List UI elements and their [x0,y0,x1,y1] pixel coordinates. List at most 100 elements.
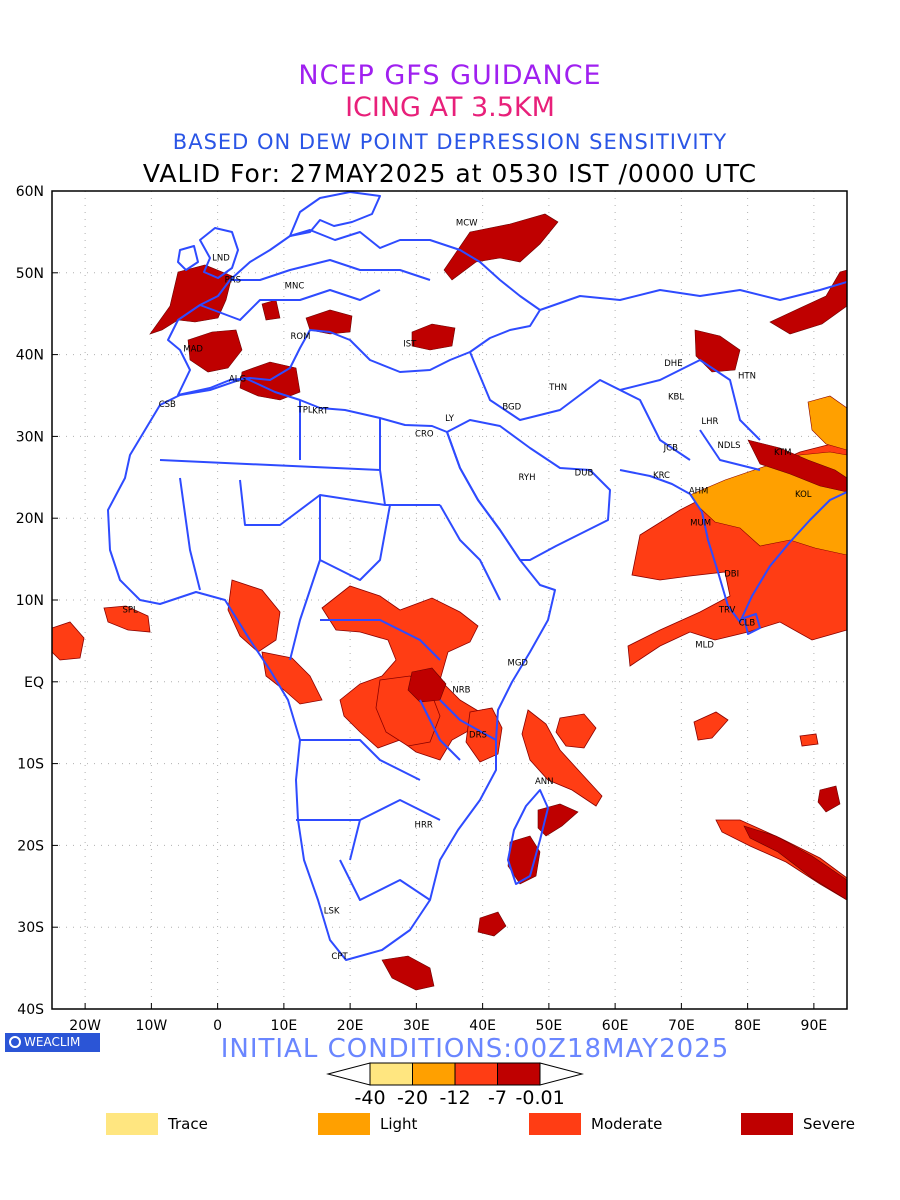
lat-tick-label: 10S [17,757,44,773]
border-line [619,359,761,441]
station-label: ALG [229,375,246,385]
colorbar-tick-label: -12 [439,1087,471,1109]
station-label: LND [212,254,230,264]
legend-label: Trace [168,1115,208,1133]
icing-area-moderate-sudan [321,585,481,761]
chart-subtitle-method: BASED ON DEW POINT DEPRESSION SENSITIVIT… [172,130,728,154]
border-line [439,504,501,601]
icing-area-severe-russia [443,213,559,281]
station-label: DRS [469,730,487,740]
station-label: AHM [689,487,709,497]
icing-area-moderate-east-eq [693,711,729,741]
station-label: HRR [415,820,433,830]
chart-subtitle-icing: ICING AT 3.5KM [345,92,555,123]
lon-tick-label: 70E [668,1018,695,1034]
chart-title: NCEP GFS GUIDANCE [298,60,602,91]
legend-label: Light [380,1115,418,1133]
icing-area-severe-alps [261,299,281,321]
border-line [349,819,361,861]
lon-tick-label: 30E [403,1018,430,1034]
icing-areas [52,213,847,991]
logo-text: WEACLIM [24,1035,81,1049]
lon-tick-label: 20E [337,1018,364,1034]
station-label: PRS [225,276,241,286]
border-line [159,459,440,506]
lon-tick-label: 0 [213,1018,222,1034]
icing-area-severe-turkey [411,323,456,351]
weaclim-logo: WEACLIM [5,1033,100,1052]
colorbar-tick-label: -7 [488,1087,507,1109]
station-label: DHE [664,359,682,369]
station-label: CSB [159,400,176,410]
icing-area-moderate-s-indian [715,819,847,901]
circle-logo-icon [9,1036,21,1048]
lat-tick-label: 30S [17,920,44,936]
lat-tick-label: 50N [16,266,44,282]
station-label: TPL [297,406,313,416]
station-label: MCW [456,218,478,228]
lat-tick-label: 40N [16,348,44,364]
lat-tick-label: 60N [16,184,44,200]
border-line [339,859,431,901]
legend-swatch [318,1113,370,1135]
icing-area-moderate-guinea [103,605,151,633]
station-label: KOL [795,490,812,500]
lat-tick-label: 20N [16,511,44,527]
border-line [296,799,441,821]
station-label: LSK [324,906,340,916]
station-label: SPL [123,605,139,615]
axis-labels: 60N 50N 40N 30N 20N 10N EQ 10S 20S 30S 40S 20W 10W 0 1… [16,184,828,1034]
station-label: CLB [739,618,756,628]
station-label: MGD [508,658,529,668]
legend-label: Moderate [591,1115,663,1133]
legend-swatch [529,1113,581,1135]
station-label: IST [403,339,417,349]
icing-area-moderate-ocean2 [555,713,597,749]
station-label: CPT [331,952,348,962]
lon-tick-label: 40E [469,1018,496,1034]
station-label: KRC [653,471,670,481]
icing-area-moderate-east-small [799,733,819,747]
station-label: NDLS [718,441,741,451]
station-label: MUM [690,519,711,529]
border-line [439,699,497,741]
station-label: KTM [774,448,791,458]
station-label: THN [548,383,567,393]
legend-swatch [106,1113,158,1135]
icing-area-severe-southocean [477,911,507,937]
station-label: MNC [285,281,305,291]
icing-area-moderate-tanzania [465,707,503,763]
ireland-coastline [177,245,199,271]
icing-area-moderate-nigeria [227,579,281,653]
station-label: KBL [668,393,684,403]
lon-tick-label: 60E [602,1018,629,1034]
asia-boundary [539,281,847,311]
icing-area-severe-ne [769,269,847,335]
legend-swatch [741,1113,793,1135]
station-label: LHR [701,417,718,427]
station-label: KRT [312,406,329,416]
station-labels: MCW LND PRS MNC ROM MAD ALG IST CSB TPL KRT BGD THN D… [123,218,812,962]
station-label: MAD [183,344,203,354]
country-boundaries [107,191,847,961]
station-label: TRV [718,605,736,615]
colorbar-tick-label: -40 [354,1087,386,1109]
station-label: MLD [695,640,714,650]
station-label: LY [445,414,455,424]
station-label: ANN [535,777,554,787]
station-label: ROM [290,332,310,342]
lon-tick-label: 10E [271,1018,298,1034]
europe-coastline [167,229,541,396]
border-line [239,479,386,526]
scandinavia-coastline [289,191,381,237]
lon-tick-label: 10W [136,1018,168,1034]
border-line [320,619,441,661]
india-coastline [619,469,847,623]
lon-tick-label: 90E [801,1018,828,1034]
border-line [699,429,761,471]
lon-tick-label: 20W [69,1018,101,1034]
icing-area-severe-spain [187,329,243,373]
border-line [319,495,391,581]
station-label: RYH [519,473,536,483]
